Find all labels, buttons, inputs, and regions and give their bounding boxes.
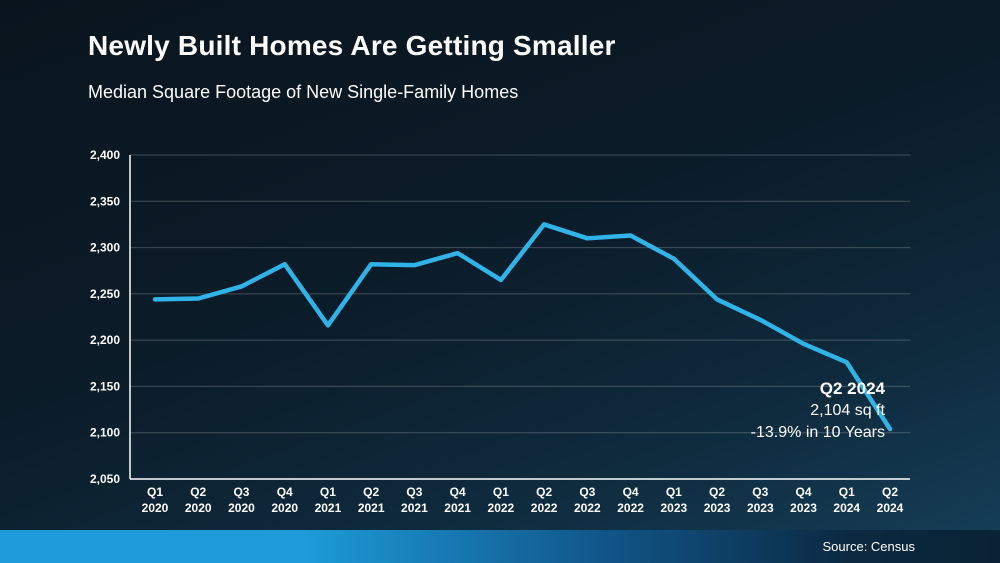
x-tick-quarter: Q4	[277, 485, 293, 499]
source-label: Source: Census	[822, 539, 916, 554]
chart-subtitle: Median Square Footage of New Single-Fami…	[88, 82, 519, 102]
median-sqft-line	[152, 222, 893, 432]
chart-title: Newly Built Homes Are Getting Smaller	[88, 30, 616, 61]
x-tick-quarter: Q1	[147, 485, 163, 499]
x-tick-quarter: Q1	[839, 485, 855, 499]
x-tick-quarter: Q1	[666, 485, 682, 499]
x-tick-year: 2021	[444, 501, 471, 515]
x-tick-year: 2023	[660, 501, 687, 515]
callout-change: -13.9% in 10 Years	[750, 424, 885, 441]
x-tick-quarter: Q2	[709, 485, 725, 499]
x-tick-quarter: Q3	[579, 485, 595, 499]
x-tick-year: 2023	[747, 501, 774, 515]
y-tick-label: 2,350	[90, 194, 120, 208]
x-tick-year: 2022	[574, 501, 601, 515]
data-callout: Q2 2024 2,104 sq ft -13.9% in 10 Years	[751, 378, 885, 444]
y-tick-label: 2,050	[90, 472, 120, 486]
y-tick-label: 2,400	[90, 148, 120, 162]
x-tick-year: 2021	[315, 501, 342, 515]
x-tick-quarter: Q3	[233, 485, 249, 499]
x-tick-year: 2022	[531, 501, 558, 515]
y-tick-label: 2,300	[90, 241, 120, 255]
x-tick-quarter: Q3	[752, 485, 768, 499]
y-tick-label: 2,250	[90, 287, 120, 301]
x-tick-quarter: Q2	[536, 485, 552, 499]
y-tick-label: 2,100	[90, 426, 120, 440]
y-tick-label: 2,200	[90, 333, 120, 347]
x-tick-quarter: Q2	[363, 485, 379, 499]
x-tick-quarter: Q1	[320, 485, 336, 499]
x-tick-year: 2023	[704, 501, 731, 515]
x-tick-year: 2020	[142, 501, 169, 515]
x-tick-quarter: Q1	[493, 485, 509, 499]
x-tick-quarter: Q3	[406, 485, 422, 499]
x-tick-year: 2021	[401, 501, 428, 515]
callout-value: 2,104 sq ft	[810, 402, 885, 419]
x-tick-quarter: Q4	[623, 485, 639, 499]
x-tick-year: 2021	[358, 501, 385, 515]
x-tick-year: 2022	[488, 501, 515, 515]
x-tick-year: 2022	[617, 501, 644, 515]
x-tick-year: 2020	[271, 501, 298, 515]
x-tick-quarter: Q4	[450, 485, 466, 499]
x-tick-year: 2020	[185, 501, 212, 515]
x-tick-year: 2024	[877, 501, 904, 515]
x-tick-year: 2024	[833, 501, 860, 515]
x-tick-year: 2023	[790, 501, 817, 515]
x-tick-quarter: Q2	[190, 485, 206, 499]
x-tick-year: 2020	[228, 501, 255, 515]
y-tick-label: 2,150	[90, 379, 120, 393]
callout-quarter: Q2 2024	[819, 379, 885, 398]
x-tick-quarter: Q2	[882, 485, 898, 499]
x-tick-quarter: Q4	[796, 485, 812, 499]
footer-bar: Source: Census	[0, 530, 1000, 563]
